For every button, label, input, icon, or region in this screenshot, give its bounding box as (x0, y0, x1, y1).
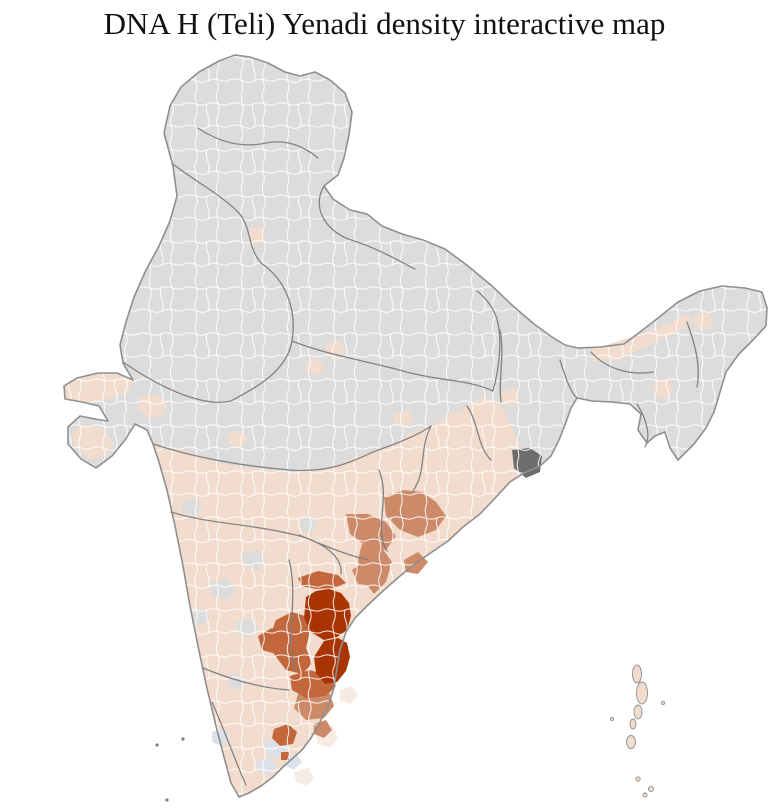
andaman-nicobar-islands[interactable] (609, 664, 666, 798)
state-borders (122, 127, 699, 786)
country-base-fill[interactable] (64, 55, 767, 797)
south-tn-tiny-district (281, 752, 289, 760)
lakshadweep-islands[interactable] (155, 737, 185, 802)
map-title: DNA H (Teli) Yenadi density interactive … (103, 6, 666, 41)
